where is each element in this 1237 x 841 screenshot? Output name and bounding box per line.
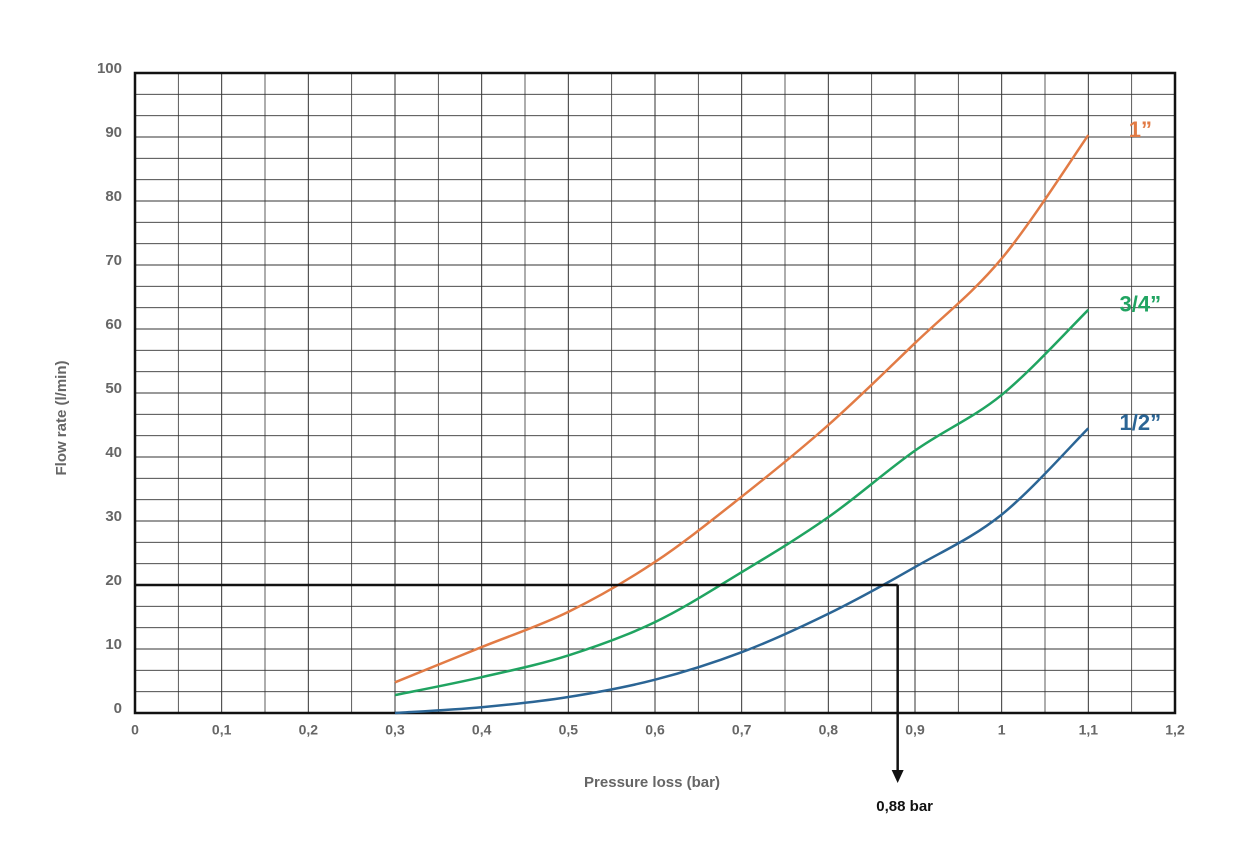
series-label: 1” <box>1129 117 1152 142</box>
x-tick-label: 0 <box>131 722 139 738</box>
x-tick-label: 0,9 <box>905 722 925 738</box>
x-tick-label: 0,5 <box>559 722 579 738</box>
y-tick-label: 30 <box>105 508 122 525</box>
y-tick-label: 90 <box>105 124 122 141</box>
x-axis-title: Pressure loss (bar) <box>584 774 720 791</box>
series-line <box>394 134 1090 684</box>
y-tick-label: 70 <box>105 252 122 269</box>
y-tick-label: 100 <box>97 60 122 77</box>
x-tick-label: 1,1 <box>1079 722 1099 738</box>
series-label: 1/2” <box>1120 410 1162 435</box>
y-tick-label: 60 <box>105 316 122 333</box>
x-tick-label: 0,3 <box>385 722 405 738</box>
y-tick-label: 20 <box>105 572 122 589</box>
x-tick-label: 0,1 <box>212 722 232 738</box>
y-axis-title: Flow rate (l/min) <box>53 360 70 475</box>
y-tick-label: 80 <box>105 188 122 205</box>
x-tick-label: 0,6 <box>645 722 665 738</box>
y-tick-label: 40 <box>105 444 122 461</box>
y-tick-label: 0 <box>114 700 122 717</box>
arrow-head <box>891 770 904 783</box>
x-tick-label: 1,2 <box>1165 722 1185 738</box>
y-tick-label: 50 <box>105 380 122 397</box>
plot-frame <box>133 71 1177 715</box>
x-tick-label: 1 <box>998 722 1006 738</box>
series-line <box>394 308 1090 697</box>
y-tick-label: 10 <box>105 636 122 653</box>
x-tick-label: 0,7 <box>732 722 752 738</box>
annotation-label: 0,88 bar <box>876 798 933 815</box>
x-tick-label: 0,2 <box>299 722 319 738</box>
x-tick-label: 0,4 <box>472 722 492 738</box>
series-label: 3/4” <box>1120 292 1162 317</box>
series-line <box>394 427 1090 715</box>
x-tick-label: 0,8 <box>819 722 839 738</box>
